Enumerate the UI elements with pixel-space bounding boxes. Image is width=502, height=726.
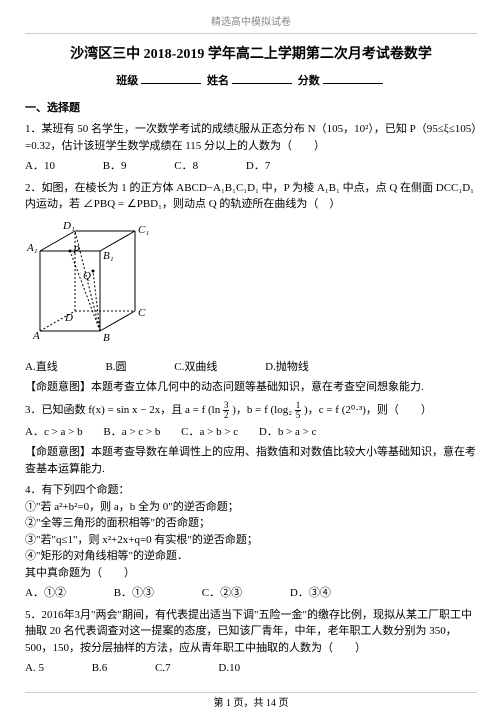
svg-text:Q: Q (83, 270, 91, 282)
q5-opt-c: C.7 (155, 660, 171, 677)
q3-text-3: )，c = f (2⁰·³)，则（ ） (304, 404, 432, 416)
class-label: 班级 (116, 75, 138, 87)
class-blank (141, 83, 201, 84)
svg-text:C: C (138, 307, 146, 319)
q4-p4: ④"矩形的对角线相等"的逆命题． (25, 548, 477, 565)
q4-opt-d: D．③④ (290, 585, 331, 602)
q2-hint: 【命题意图】本题考查立体几何中的动态问题等基础知识，意在考查空间想象能力. (25, 379, 477, 396)
frac-3-2: 32 (223, 401, 230, 420)
q4-p3: ③"若"q≤1"，则 x²+2x+q=0 有实根"的逆否命题； (25, 532, 477, 549)
q3-opt-b: B．a > c > b (103, 424, 160, 441)
q2-text: 2．如图，在棱长为 1 的正方体 ABCD−A₁B₁C₁D₁ 中，P 为棱 A₁… (25, 182, 474, 211)
header-label: 精选高中模拟试卷 (25, 15, 477, 34)
q2-opt-d: D.抛物线 (265, 359, 309, 376)
question-3: 3．已知函数 f(x) = sin x − 2x，且 a = f (ln 32 … (25, 401, 477, 478)
question-1: 1．某班有 50 名学生，一次数学考试的成绩ξ服从正态分布 N（105，10²）… (25, 121, 477, 175)
q4-opt-c: C．②③ (202, 585, 242, 602)
question-4: 4．有下列四个命题： ①"若 a²+b²=0，则 a，b 全为 0"的逆否命题；… (25, 482, 477, 602)
svg-text:A: A (32, 330, 40, 342)
info-row: 班级 姓名 分数 (25, 73, 477, 90)
q2-opt-a: A.直线 (25, 359, 58, 376)
question-5: 5．2016年3月"两会"期间，有代表提出适当下调"五险一金"的缴存比例，现拟从… (25, 607, 477, 677)
q5-opt-b: B.6 (92, 660, 108, 677)
q4-opt-a: A．①② (25, 585, 66, 602)
q3-opt-d: D．b > a > c (259, 424, 317, 441)
cube-diagram: A B C D A₁ B₁ C₁ D₁ P Q (25, 221, 155, 351)
q4-opt-b: B．①③ (114, 585, 154, 602)
q4-intro: 4．有下列四个命题： (25, 482, 477, 499)
q1-opt-d: D．7 (246, 158, 270, 175)
q3-opt-c: C．a > b > c (181, 424, 238, 441)
q4-p1: ①"若 a²+b²=0，则 a，b 全为 0"的逆否命题； (25, 499, 477, 516)
svg-text:A₁: A₁ (26, 242, 38, 254)
score-label: 分数 (298, 75, 320, 87)
name-label: 姓名 (207, 75, 229, 87)
q2-opt-b: B.圆 (105, 359, 126, 376)
section-1-heading: 一、选择题 (25, 100, 477, 117)
q5-opt-d: D.10 (218, 660, 240, 677)
q1-opt-a: A．10 (25, 158, 55, 175)
q4-ask: 其中真命题为（ ） (25, 565, 477, 582)
score-blank (323, 83, 383, 84)
q5-text: 5．2016年3月"两会"期间，有代表提出适当下调"五险一金"的缴存比例，现拟从… (25, 609, 472, 654)
q3-text-2: )，b = f (log₂ (232, 404, 292, 416)
q4-p2: ②"全等三角形的面积相等"的否命题； (25, 515, 477, 532)
q1-opt-c: C．8 (174, 158, 198, 175)
q2-opt-c: C.双曲线 (174, 359, 217, 376)
svg-text:C₁: C₁ (138, 224, 149, 236)
svg-text:D: D (64, 312, 73, 324)
svg-text:B: B (103, 332, 110, 344)
frac-1-5: 15 (295, 401, 302, 420)
q3-text-1: 3．已知函数 f(x) = sin x − 2x，且 a = f (ln (25, 404, 220, 416)
svg-text:P: P (72, 244, 80, 256)
name-blank (232, 83, 292, 84)
q3-opt-a: A．c > a > b (25, 424, 83, 441)
q1-opt-b: B．9 (103, 158, 127, 175)
page-footer: 第 1 页，共 14 页 (25, 692, 477, 711)
svg-text:B₁: B₁ (103, 250, 114, 262)
svg-text:D₁: D₁ (62, 221, 75, 232)
question-2: 2．如图，在棱长为 1 的正方体 ABCD−A₁B₁C₁D₁ 中，P 为棱 A₁… (25, 180, 477, 396)
q5-opt-a: A. 5 (25, 660, 44, 677)
q1-text: 1．某班有 50 名学生，一次数学考试的成绩ξ服从正态分布 N（105，10²）… (25, 123, 477, 152)
exam-title: 沙湾区三中 2018-2019 学年高二上学期第二次月考试卷数学 (25, 44, 477, 65)
q3-hint: 【命题意图】本题考查导数在单调性上的应用、指数值和对数值比较大小等基础知识，意在… (25, 444, 477, 477)
